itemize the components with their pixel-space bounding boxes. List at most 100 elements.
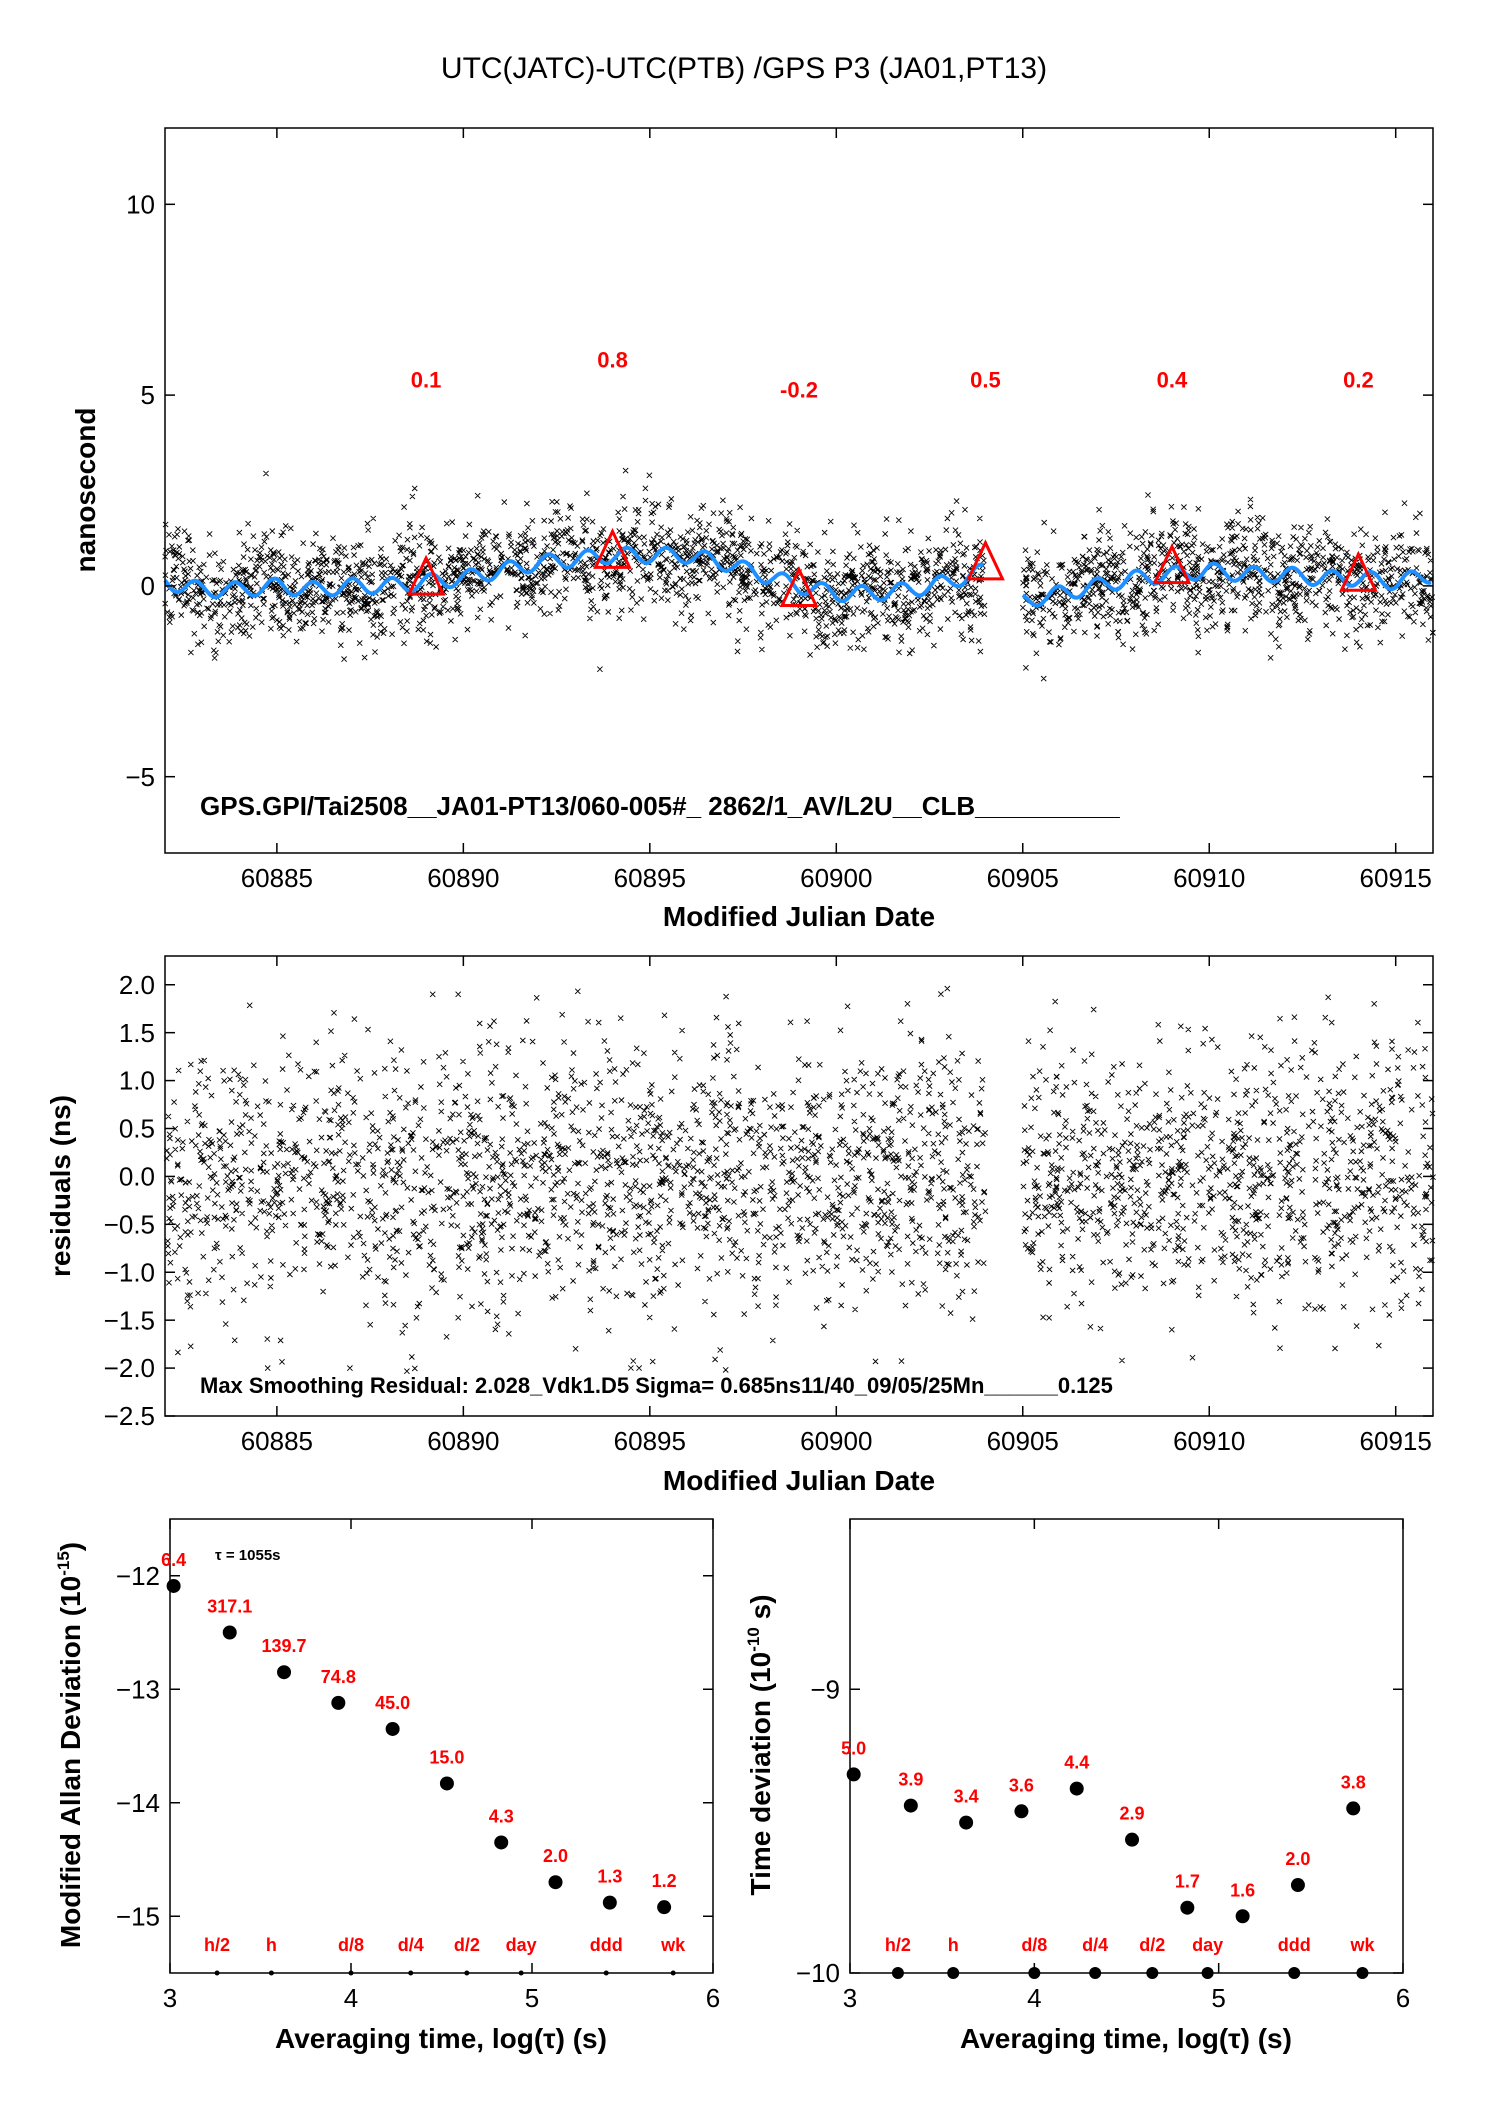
tdev-marker: [891, 1967, 904, 1979]
residuals-ytick-label: −2.0: [104, 1353, 155, 1383]
mdev-axes: 3 4 5 6 −12 −13 −14 −15: [116, 1519, 720, 2013]
mdev-point-label: 1.3: [597, 1867, 622, 1887]
tdev-marker: [1028, 1967, 1041, 1979]
tdev-ytick-label: −10: [796, 1958, 840, 1988]
tdev-point: [1069, 1781, 1084, 1796]
tdev-point: [1290, 1878, 1305, 1893]
tdev-point: [846, 1767, 861, 1782]
main-xtick-label: 60890: [427, 863, 499, 893]
main-triangle-label: 0.5: [970, 367, 1001, 392]
residual-point-crosses: [163, 985, 1436, 1375]
residuals-ytick-label: 2.0: [119, 970, 155, 1000]
tdev-point-label: 1.6: [1230, 1880, 1255, 1900]
tdev-marker-label: h: [948, 1935, 959, 1955]
mdev-marker: [464, 1970, 470, 1976]
main-triangles: 0.1 0.8 -0.2 0.5 0.4 0.2: [406, 347, 1378, 608]
mdev-point-label: 6.4: [161, 1550, 186, 1570]
tdev-points: 5.0 3.9 3.4 3.6 4.4 2.9 1.7 1.6 2.0 3.8 h/2 h d/8 d/4…: [841, 1738, 1375, 1979]
main-triangle-label: 0.2: [1343, 367, 1374, 392]
main-annotation: GPS.GPI/Tai2508__JA01-PT13/060-005#_ 286…: [200, 791, 1120, 821]
tdev-point-label: 2.9: [1120, 1804, 1145, 1824]
main-xtick-label: 60900: [800, 863, 872, 893]
tdev-ylabel-exp: -10: [744, 1627, 763, 1652]
mdev-marker: [214, 1970, 220, 1976]
main-points: [162, 467, 1436, 682]
main-triangle-label: 0.1: [411, 367, 442, 392]
main-triangle: [406, 554, 446, 596]
mdev-point-label: 74.8: [321, 1667, 356, 1687]
mdev-point: [602, 1895, 617, 1910]
main-triangle-label: 0.4: [1157, 367, 1188, 392]
mdev-marker: [603, 1970, 609, 1976]
mdev-marker-label: d/2: [454, 1935, 480, 1955]
main-ytick-label: 0: [141, 571, 155, 601]
main-smooth-line: [163, 545, 1432, 608]
residuals-ytick-label: −0.5: [104, 1209, 155, 1239]
tdev-marker-label: d/4: [1082, 1935, 1108, 1955]
tdev-ylabel-end: s): [745, 1594, 776, 1627]
main-triangle: [779, 566, 819, 608]
residual-points: [163, 985, 1436, 1375]
residuals-xtick-label: 60890: [427, 1426, 499, 1456]
mdev-marker: [408, 1970, 414, 1976]
residuals-ytick-label: 1.5: [119, 1018, 155, 1048]
main-frame: [164, 127, 1434, 854]
tdev-xlabel: Averaging time, log(τ) (s): [960, 2023, 1292, 2054]
residuals-xtick-label: 60885: [241, 1426, 313, 1456]
mdev-marker-label: d/4: [398, 1935, 424, 1955]
main-xtick-label: 60885: [241, 863, 313, 893]
residuals-xtick-label: 60910: [1173, 1426, 1245, 1456]
tdev-point: [1235, 1909, 1250, 1924]
mdev-point: [385, 1721, 400, 1736]
mdev-ylabel-exp: -15: [54, 1551, 73, 1576]
mdev-point-label: 45.0: [375, 1693, 410, 1713]
tdev-ylabel-main: Time deviation (10: [745, 1652, 776, 1896]
tdev-point-label: 3.8: [1341, 1772, 1366, 1792]
main-xtick-label: 60910: [1173, 863, 1245, 893]
residuals-xtick-label: 60905: [987, 1426, 1059, 1456]
main-triangle: [966, 539, 1005, 581]
residuals-ytick-label: 0.5: [119, 1114, 155, 1144]
residuals-xlabel: Modified Julian Date: [663, 1465, 935, 1496]
tdev-point-label: 4.4: [1064, 1753, 1089, 1773]
tdev-chart: 3 4 5 6 −9 −10 5.0 3.9 3.4 3.6 4.4 2.9 1.7 1.6 2.0 3.8…: [744, 1518, 1410, 2054]
residuals-ytick-label: −1.0: [104, 1257, 155, 1287]
mdev-marker-label: wk: [660, 1935, 686, 1955]
mdev-xlabel: Averaging time, log(τ) (s): [275, 2023, 607, 2054]
residuals-xtick-label: 60900: [800, 1426, 872, 1456]
mdev-marker: [670, 1970, 676, 1976]
residuals-ytick-label: −1.5: [104, 1305, 155, 1335]
mdev-marker-label: ddd: [590, 1935, 623, 1955]
main-axes: 60885 60890 60895 60900 60905 60910 60915 −5 0 5 1…: [125, 128, 1433, 893]
mdev-point: [548, 1875, 563, 1890]
main-ylabel: nanosecond: [70, 408, 101, 573]
mdev-point: [439, 1776, 454, 1791]
main-ytick-label: 10: [126, 189, 155, 219]
mdev-ytick-label: −12: [116, 1561, 160, 1591]
tdev-point-label: 3.4: [954, 1787, 979, 1807]
mdev-marker-label: d/8: [338, 1935, 364, 1955]
mdev-ytick-label: −14: [116, 1788, 160, 1818]
tdev-marker: [1356, 1967, 1369, 1979]
mdev-points: 6.4 317.1 139.7 74.8 45.0 15.0 4.3 2.0 1.3 1.2 h/2…: [161, 1550, 686, 1976]
tdev-marker: [1288, 1967, 1301, 1979]
mdev-point-label: 317.1: [207, 1597, 252, 1617]
main-chart: 0.1 0.8 -0.2 0.5 0.4 0.2 60885 60890 60895 60900…: [70, 127, 1436, 932]
tdev-xtick-label: 4: [1027, 1983, 1041, 2013]
residuals-xtick-label: 60895: [614, 1426, 686, 1456]
tdev-axes: 3 4 5 6 −9 −10: [796, 1519, 1410, 2013]
mdev-marker: [518, 1970, 524, 1976]
residuals-axes: 60885 60890 60895 60900 60905 60910 60915 −2.5 −…: [104, 956, 1433, 1456]
mdev-ylabel-end: ): [55, 1542, 86, 1551]
tdev-point: [959, 1815, 974, 1830]
tdev-frame: [849, 1518, 1404, 1974]
tdev-marker-label: h/2: [885, 1935, 911, 1955]
residuals-chart: 60885 60890 60895 60900 60905 60910 60915 −2.5 −…: [45, 955, 1436, 1496]
mdev-xtick-label: 6: [706, 1983, 720, 2013]
tdev-marker: [1201, 1967, 1214, 1979]
tdev-marker: [1146, 1967, 1159, 1979]
tdev-point-label: 2.0: [1285, 1849, 1310, 1869]
main-triangle: [593, 527, 632, 569]
main-xtick-label: 60915: [1360, 863, 1432, 893]
mdev-ytick-label: −13: [116, 1674, 160, 1704]
